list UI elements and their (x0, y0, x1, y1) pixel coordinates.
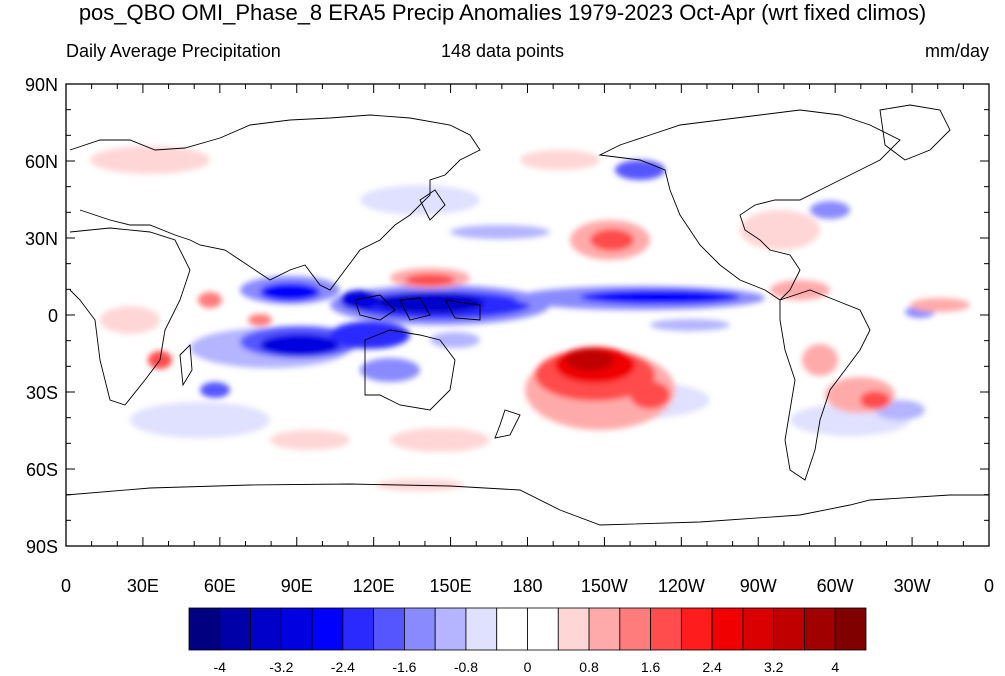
subtitle-left: Daily Average Precipitation (66, 41, 281, 61)
colorbar-swatch (342, 607, 375, 651)
colorbar-labels: -4 -3.2 -2.4 -1.6 -0.8 0 0.8 1.6 2.4 3.2 4 (214, 659, 840, 675)
colorbar-label: -4 (214, 659, 227, 675)
colorbar-label: 0 (524, 659, 532, 675)
colorbar-swatch (404, 607, 436, 651)
latitude-label: 90N (25, 75, 58, 95)
precip-anomaly-field (66, 84, 989, 546)
colorbar-swatch (527, 607, 559, 651)
colorbar-label: -3.2 (269, 659, 293, 675)
coastlines (66, 104, 989, 526)
colorbar-swatch (373, 607, 405, 651)
colorbar-swatch (773, 607, 805, 651)
colorbar-swatch (188, 607, 221, 651)
longitude-label: 150W (581, 576, 628, 596)
colorbar-label: -1.6 (392, 659, 416, 675)
longitude-label: 60E (204, 576, 236, 596)
colorbar-swatch (496, 607, 528, 651)
longitude-label: 30W (894, 576, 931, 596)
subtitle-center: 148 data points (440, 41, 565, 61)
latitude-label: 30S (26, 383, 58, 403)
longitude-label: 60W (817, 576, 854, 596)
colorbar-swatch (588, 607, 621, 651)
latitude-label: 60S (26, 460, 58, 480)
colorbar-swatch (650, 607, 682, 651)
longitude-label: 90W (740, 576, 777, 596)
colorbar-label: -0.8 (454, 659, 478, 675)
figure-title: pos_QBO OMI_Phase_8 ERA5 Precip Anomalie… (78, 0, 927, 25)
colorbar-label: -2.4 (331, 659, 355, 675)
colorbar-swatch (711, 607, 744, 651)
latitude-label: 0 (48, 306, 58, 326)
colorbar (188, 607, 867, 651)
colorbar-swatch (557, 607, 590, 651)
axis-ticks (65, 83, 990, 547)
colorbar-label: 4 (831, 659, 839, 675)
latitude-label: 30N (25, 229, 58, 249)
longitude-labels: 0 30E 60E 90E 120E 150E 180 150W 120W 90W 60W 30W 0 (61, 576, 994, 596)
longitude-label: 30E (127, 576, 159, 596)
colorbar-label: 2.4 (702, 659, 722, 675)
colorbar-label: 3.2 (764, 659, 784, 675)
colorbar-swatch (834, 607, 867, 651)
colorbar-swatch (804, 607, 836, 651)
longitude-label: 150E (430, 576, 472, 596)
colorbar-swatch (311, 607, 344, 651)
colorbar-swatch (434, 607, 467, 651)
longitude-label: 0 (984, 576, 994, 596)
longitude-label: 120E (353, 576, 395, 596)
colorbar-swatch (465, 607, 498, 651)
latitude-labels: 90N 60N 30N 0 30S 60S 90S (25, 75, 58, 557)
latitude-label: 60N (25, 152, 58, 172)
colorbar-label: 1.6 (641, 659, 661, 675)
colorbar-swatch (680, 607, 713, 651)
colorbar-swatch (250, 607, 282, 651)
colorbar-swatch (219, 607, 251, 651)
colorbar-label: 0.8 (579, 659, 599, 675)
colorbar-swatch (280, 607, 313, 651)
colorbar-swatch (619, 607, 651, 651)
longitude-label: 90E (281, 576, 313, 596)
longitude-label: 180 (512, 576, 542, 596)
longitude-label: 120W (658, 576, 705, 596)
latitude-label: 90S (26, 537, 58, 557)
subtitle-right: mm/day (924, 41, 989, 61)
longitude-label: 0 (61, 576, 71, 596)
colorbar-swatch (742, 607, 775, 651)
